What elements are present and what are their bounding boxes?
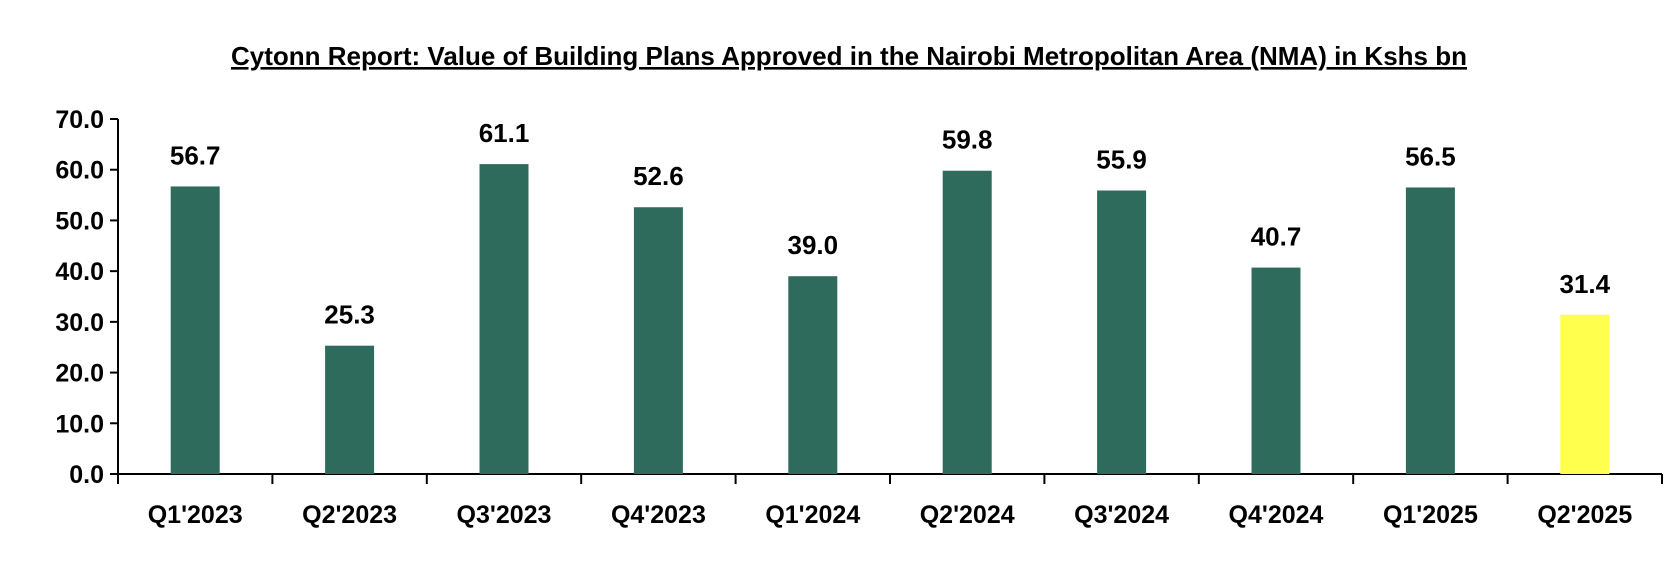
chart-title: Cytonn Report: Value of Building Plans A…	[231, 41, 1467, 71]
y-tick-label: 10.0	[55, 410, 104, 438]
y-tick-label: 20.0	[55, 360, 104, 388]
bar	[1097, 190, 1147, 474]
x-tick-label: Q3'2023	[457, 501, 552, 529]
bar	[1251, 267, 1301, 474]
data-label: 39.0	[787, 230, 838, 260]
x-tick-label: Q1'2024	[765, 501, 860, 529]
x-tick-label: Q2'2025	[1537, 501, 1632, 529]
y-tick-label: 60.0	[55, 157, 104, 185]
x-tick-label: Q4'2023	[611, 501, 706, 529]
data-label: 52.6	[633, 161, 684, 191]
y-tick-label: 50.0	[55, 207, 104, 235]
y-tick-label: 0.0	[69, 461, 104, 489]
y-axis: 0.0 10.0 20.0 30.0 40.0 50.0 60.0 70.0	[55, 106, 119, 489]
bar	[325, 345, 375, 474]
bar	[633, 207, 683, 474]
x-tick-label: Q2'2024	[920, 501, 1015, 529]
y-tick-label: 40.0	[55, 258, 104, 286]
data-label: 59.8	[942, 125, 993, 155]
data-label: 56.7	[170, 140, 221, 170]
data-label: 25.3	[324, 300, 375, 330]
bar	[1560, 314, 1610, 474]
y-tick-label: 70.0	[55, 106, 104, 134]
x-tick-label: Q4'2024	[1229, 501, 1324, 529]
x-axis: Q1'2023 Q2'2023 Q3'2023 Q4'2023 Q1'2024 Q2'20…	[117, 473, 1663, 529]
data-label: 40.7	[1251, 222, 1302, 252]
x-tick-label: Q3'2024	[1074, 501, 1169, 529]
data-label: 55.9	[1096, 145, 1147, 175]
x-tick-label: Q1'2025	[1383, 501, 1478, 529]
bar	[170, 186, 220, 474]
bar	[1405, 187, 1455, 474]
y-tick-label: 30.0	[55, 309, 104, 337]
bar	[942, 170, 992, 474]
data-label: 31.4	[1559, 269, 1610, 299]
data-label: 56.5	[1405, 141, 1456, 171]
data-labels-group: 56.7 25.3 61.1 52.6 39.0 59.8 55.9 40.7 56.5 31.4	[170, 118, 1611, 330]
data-label: 61.1	[479, 118, 530, 148]
x-tick-label: Q2'2023	[302, 501, 397, 529]
x-tick-label: Q1'2023	[148, 501, 243, 529]
bars-group	[170, 164, 1610, 474]
bar	[479, 164, 529, 474]
bar	[788, 276, 838, 474]
